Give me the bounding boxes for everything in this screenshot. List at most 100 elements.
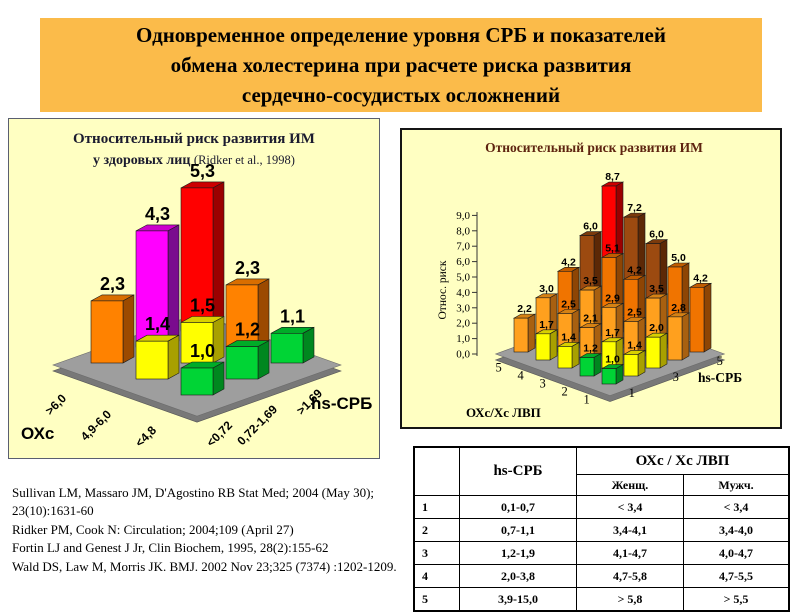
bar-lvp4-crp1	[534, 329, 559, 361]
bar-oxc2-crp1	[135, 334, 180, 380]
bar-value-label: 2,8	[671, 302, 686, 314]
bar-oxc1-crp2	[135, 224, 180, 348]
bar-value-label: 1,2	[235, 320, 260, 340]
bar-value-label: 2,9	[605, 292, 620, 304]
bar-value-label: 2,1	[583, 313, 598, 325]
bar-value-label: 1,4	[145, 314, 170, 334]
bar-value-label: 2,0	[649, 322, 664, 334]
y-axis-tick-label: 4,0	[456, 287, 470, 299]
table-cell-row-number: 2	[413, 518, 460, 542]
table-cell-hs-crp-range: 3,9-15,0	[459, 587, 577, 612]
reference-item: Wald DS, Law M, Morris JK. BMJ. 2002 Nov…	[12, 558, 397, 574]
bar-value-label: 1,4	[627, 339, 642, 351]
x-axis-tick-label: >6,0	[42, 391, 69, 418]
left-chart-panel: Относительный риск развития ИМ у здоровых…	[8, 118, 380, 459]
table-row: 2 0,7-1,1 3,4-4,1 3,4-4,0	[413, 518, 790, 542]
table-cell-hs-crp-range: 0,7-1,1	[459, 518, 577, 542]
bar-lvp3-crp1	[556, 341, 581, 369]
table-header-women: Женщ.	[576, 474, 684, 496]
bar-value-label: 7,2	[627, 202, 642, 214]
bar-lvp5-crp1	[512, 313, 537, 353]
bar-lvp1-crp3	[644, 332, 669, 369]
bar-lvp1-crp4	[666, 312, 691, 361]
right-3d-bar-chart: Относительный риск развития ИМ 0,0 1,0 2,0 3…	[437, 140, 742, 420]
y-axis-tick-label: 2,0	[456, 318, 470, 330]
table-cell-row-number: 1	[413, 495, 460, 519]
table-cell-men-range: 4,7-5,5	[683, 564, 790, 588]
table-cell-men-range: > 5,5	[683, 587, 790, 612]
table-cell-hs-crp-range: 0,1-0,7	[459, 495, 577, 519]
table-cell-women-range: > 5,8	[576, 587, 684, 612]
bar-value-label: 3,0	[539, 283, 554, 295]
y-axis-tick-label: 3,0	[456, 302, 470, 314]
table-cell-row-number: 4	[413, 564, 460, 588]
slide-title-line: Одновременное определение уровня СРБ и п…	[136, 23, 666, 47]
bar-value-label: 1,7	[539, 319, 554, 331]
left-3d-bar-chart: Относительный риск развития ИМ у здоровых…	[21, 131, 372, 450]
x-axis-tick-label: 4	[517, 369, 524, 383]
bar-lvp1-crp1	[600, 364, 625, 385]
y-axis-tick-label: 8,0	[456, 225, 470, 237]
table-cell-men-range: 4,0-4,7	[683, 541, 790, 565]
bar-value-label: 1,1	[280, 306, 305, 326]
bar-lvp1-crp2	[622, 349, 647, 377]
x-axis-tick-label: 2	[561, 385, 567, 399]
bar-oxc1-crp1	[90, 294, 135, 364]
x-axis-tick-label: 1	[583, 393, 589, 407]
z-axis-name: hs-СРБ	[311, 394, 372, 413]
bar-value-label: 4,2	[561, 256, 576, 268]
y-axis-tick-label: 7,0	[456, 241, 470, 253]
right-chart-panel: Относительный риск развития ИМ 0,0 1,0 2,0 3…	[400, 128, 782, 429]
reference-item: Sullivan LM, Massaro JM, D'Agostino RB S…	[12, 485, 375, 519]
z-axis-tick-label: 0,72-1,69	[234, 402, 280, 448]
y-axis-tick-label: 0,0	[456, 349, 470, 361]
table-cell-women-range: 4,1-4,7	[576, 541, 684, 565]
bar-oxc2-crp3	[225, 278, 270, 348]
bar-oxc3-crp2	[225, 340, 270, 380]
bar-value-label: 1,0	[190, 341, 215, 361]
table-row: 4 2,0-3,8 4,7-5,8 4,7-5,5	[413, 564, 790, 588]
table-cell-men-range: < 3,4	[683, 495, 790, 519]
table-header-hs-crp: hs-СРБ	[459, 446, 577, 496]
bar-lvp2-crp3	[622, 316, 647, 361]
bar-value-label: 1,0	[605, 354, 620, 366]
y-axis-tick-label: 1,0	[456, 333, 470, 345]
bar-value-label: 2,3	[235, 258, 260, 278]
y-axis-tick-label: 6,0	[456, 256, 470, 268]
y-axis-tick-label: 5,0	[456, 272, 470, 284]
table-cell-women-range: 3,4-4,1	[576, 518, 684, 542]
bar-value-label: 2,3	[100, 274, 125, 294]
bar-oxc3-crp3	[270, 326, 315, 364]
left-chart-title: Относительный риск развития ИМ	[73, 131, 315, 147]
bar-lvp2-crp2	[600, 337, 625, 369]
table-row: 1 0,1-0,7 < 3,4 < 3,4	[413, 495, 790, 519]
bar-value-label: 1,5	[190, 296, 215, 316]
bar-oxc2-crp2	[180, 315, 225, 364]
table-cell-hs-crp-range: 1,2-1,9	[459, 541, 577, 565]
z-axis-tick-label: 3	[673, 370, 679, 384]
bar-value-label: 5,3	[190, 161, 215, 181]
table-cell-row-number: 5	[413, 587, 460, 612]
crp-cholesterol-quintile-table: hs-СРБ ОХс / Хс ЛВП Женщ. Мужч. 1 0,1-0,7…	[413, 446, 790, 612]
x-axis-tick-label: <4,8	[132, 423, 159, 450]
slide-title-line: сердечно-сосудистых осложнений	[241, 83, 561, 107]
bar-value-label: 3,5	[649, 283, 664, 295]
x-axis-tick-label: 3	[539, 377, 545, 391]
table-cell-row-number: 3	[413, 541, 460, 565]
bar-value-label: 5,0	[671, 252, 686, 264]
table-header-ratio-group: ОХс / Хс ЛВП	[576, 446, 790, 475]
bar-value-label: 2,5	[561, 299, 576, 311]
table-corner-cell	[413, 446, 460, 496]
y-axis-tick-label: 9,0	[456, 210, 470, 222]
reference-item: Ridker PM, Cook N: Circulation; 2004;109…	[12, 521, 294, 537]
x-axis-name: ОХс/Хс ЛВП	[466, 405, 541, 420]
x-axis-tick-label: 4,9-6,0	[78, 407, 115, 444]
slide-title-line: обмена холестерина при расчете риска раз…	[170, 53, 632, 77]
right-chart-title: Относительный риск развития ИМ	[485, 140, 703, 155]
bar-oxc3-crp1	[180, 361, 225, 396]
bar-value-label: 4,3	[145, 204, 170, 224]
z-axis-tick-label: 1	[629, 386, 635, 400]
bar-value-label: 4,2	[627, 264, 642, 276]
bar-value-label: 8,7	[605, 171, 620, 183]
slide-title-banner: Одновременное определение уровня СРБ и п…	[40, 18, 762, 112]
